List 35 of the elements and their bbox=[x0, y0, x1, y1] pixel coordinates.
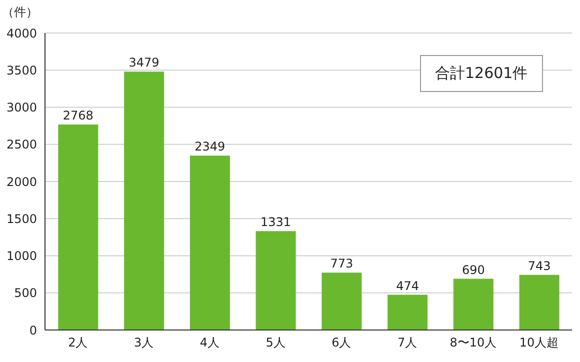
bar bbox=[519, 274, 560, 330]
bar bbox=[322, 272, 362, 330]
y-tick-label: 0 bbox=[29, 323, 37, 338]
x-tick-label: 4人 bbox=[200, 336, 220, 350]
y-tick-label: 3000 bbox=[6, 100, 37, 115]
data-label: 2768 bbox=[62, 108, 94, 122]
x-tick-label: 6人 bbox=[332, 336, 352, 350]
y-tick-label: 4000 bbox=[6, 26, 37, 40]
data-label: 1331 bbox=[260, 215, 292, 230]
y-axis-title: （件） bbox=[2, 4, 38, 21]
x-tick-label: 2人 bbox=[68, 336, 88, 350]
bar bbox=[58, 124, 98, 330]
data-label: 2349 bbox=[194, 140, 226, 154]
annotation: 合計12601件 bbox=[420, 55, 543, 92]
bar bbox=[124, 72, 164, 330]
y-tick-label: 2000 bbox=[6, 174, 37, 189]
y-tick-label: 500 bbox=[14, 286, 37, 300]
data-label: 474 bbox=[396, 278, 420, 293]
y-tick-label: 2500 bbox=[6, 138, 37, 152]
data-label: 3479 bbox=[128, 56, 160, 70]
data-label: 743 bbox=[528, 258, 551, 273]
y-tick-label: 3500 bbox=[6, 63, 37, 78]
bar bbox=[256, 231, 296, 330]
bar bbox=[190, 156, 230, 330]
data-label: 773 bbox=[330, 256, 354, 271]
y-tick-label: 1000 bbox=[6, 249, 37, 264]
x-tick-label: 10人超 bbox=[519, 336, 559, 350]
bar bbox=[388, 294, 428, 330]
y-tick-label: 1500 bbox=[6, 212, 37, 226]
x-tick-label: 7人 bbox=[397, 336, 418, 350]
bar bbox=[453, 278, 494, 330]
x-tick-label: 5人 bbox=[266, 336, 286, 350]
x-tick-label: 8〜10人 bbox=[450, 336, 497, 350]
data-label: 690 bbox=[462, 262, 485, 277]
x-tick-label: 3人 bbox=[134, 336, 154, 350]
